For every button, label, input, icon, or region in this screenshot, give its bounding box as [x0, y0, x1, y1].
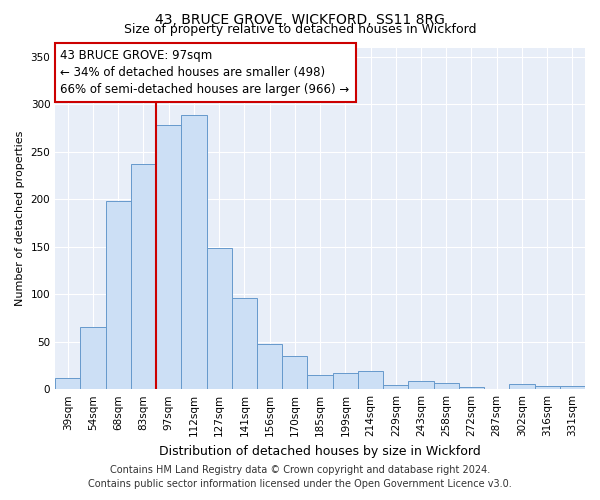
Bar [131, 164, 156, 389]
Bar [55, 378, 80, 389]
Bar [232, 298, 257, 389]
Bar [282, 356, 307, 389]
Bar [358, 371, 383, 389]
Bar [307, 375, 332, 389]
Bar [560, 386, 585, 389]
Bar [206, 248, 232, 389]
Bar [459, 388, 484, 389]
Text: Size of property relative to detached houses in Wickford: Size of property relative to detached ho… [124, 24, 476, 36]
Bar [332, 373, 358, 389]
Bar [156, 126, 181, 389]
Text: 43, BRUCE GROVE, WICKFORD, SS11 8RG: 43, BRUCE GROVE, WICKFORD, SS11 8RG [155, 12, 445, 26]
Y-axis label: Number of detached properties: Number of detached properties [15, 130, 25, 306]
Bar [383, 386, 409, 389]
Bar [535, 386, 560, 389]
Bar [434, 382, 459, 389]
Bar [181, 115, 206, 389]
Bar [80, 328, 106, 389]
Text: 43 BRUCE GROVE: 97sqm
← 34% of detached houses are smaller (498)
66% of semi-det: 43 BRUCE GROVE: 97sqm ← 34% of detached … [61, 49, 350, 96]
Bar [106, 202, 131, 389]
Bar [409, 380, 434, 389]
Bar [257, 344, 282, 389]
Bar [509, 384, 535, 389]
X-axis label: Distribution of detached houses by size in Wickford: Distribution of detached houses by size … [159, 444, 481, 458]
Text: Contains HM Land Registry data © Crown copyright and database right 2024.
Contai: Contains HM Land Registry data © Crown c… [88, 465, 512, 489]
